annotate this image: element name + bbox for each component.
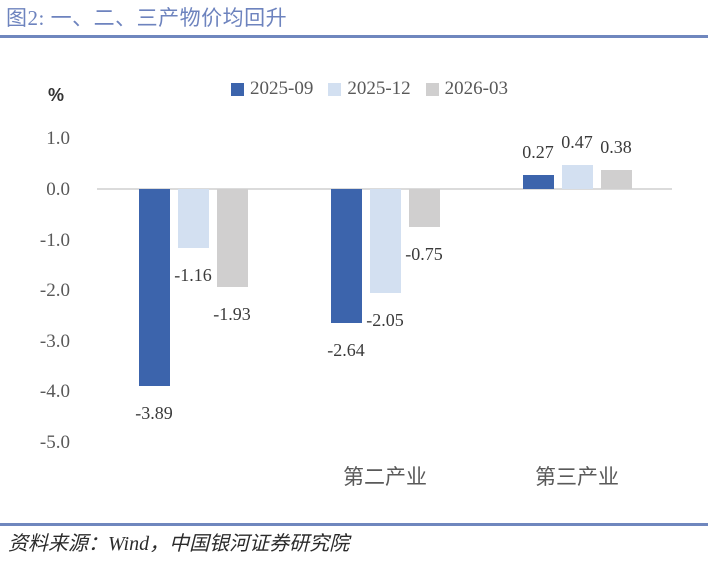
legend-label: 2025-09 xyxy=(250,78,314,99)
bar-value-label: -1.16 xyxy=(174,264,212,285)
y-tick-label: -3.0 xyxy=(39,330,70,352)
figure-title: 图2: 一、二、三产物价均回升 xyxy=(6,6,288,30)
chart-legend: 2025-09 2025-12 2026-03 xyxy=(82,78,657,99)
legend-item-2026-03: 2026-03 xyxy=(425,78,508,99)
legend-item-2025-09: 2025-09 xyxy=(231,78,314,99)
y-tick-label: -1.0 xyxy=(39,229,70,251)
bar-value-label: -3.89 xyxy=(135,402,173,423)
footer-rule xyxy=(0,523,708,526)
y-tick-label: 0.0 xyxy=(46,179,70,200)
bar-2025-12-第三产业 xyxy=(561,165,593,189)
bar-value-label: 0.27 xyxy=(522,142,554,163)
bar-value-label: 0.47 xyxy=(561,132,593,153)
bar-2025-09-第二产业 xyxy=(330,189,362,323)
bar-value-label: -2.05 xyxy=(366,309,404,330)
bar-2025-12-group1 xyxy=(177,189,209,248)
legend-swatch-icon xyxy=(231,82,244,96)
source-text: 资料来源：Wind，中国银河证券研究院 xyxy=(8,533,350,555)
bar-2026-03-第二产业 xyxy=(408,189,440,227)
legend-item-2025-12: 2025-12 xyxy=(328,78,411,99)
legend-swatch-icon xyxy=(328,82,342,96)
y-tick-label: -2.0 xyxy=(39,280,70,302)
title-rule xyxy=(0,35,708,38)
y-axis-unit-label: % xyxy=(47,85,64,105)
legend-swatch-icon xyxy=(425,82,439,96)
y-tick-label: -4.0 xyxy=(39,381,70,403)
legend-label: 2026-03 xyxy=(444,78,508,99)
bar-2025-09-group1 xyxy=(138,189,170,386)
bar-2025-09-第三产业 xyxy=(522,175,554,189)
legend-label: 2025-12 xyxy=(347,78,411,99)
y-tick-label: 1.0 xyxy=(46,128,70,150)
bar-value-label: -0.75 xyxy=(405,243,443,264)
category-label-第三产业: 第三产业 xyxy=(535,465,619,489)
bar-value-label: -2.64 xyxy=(327,339,365,360)
category-label-第二产业: 第二产业 xyxy=(343,465,427,489)
bar-2026-03-第三产业 xyxy=(600,169,632,189)
bar-2025-12-第二产业 xyxy=(369,189,401,293)
bar-value-label: 0.38 xyxy=(600,136,632,157)
y-tick-label: -5.0 xyxy=(39,432,70,453)
bar-2026-03-group1 xyxy=(216,189,248,287)
bar-value-label: -1.93 xyxy=(213,303,251,324)
